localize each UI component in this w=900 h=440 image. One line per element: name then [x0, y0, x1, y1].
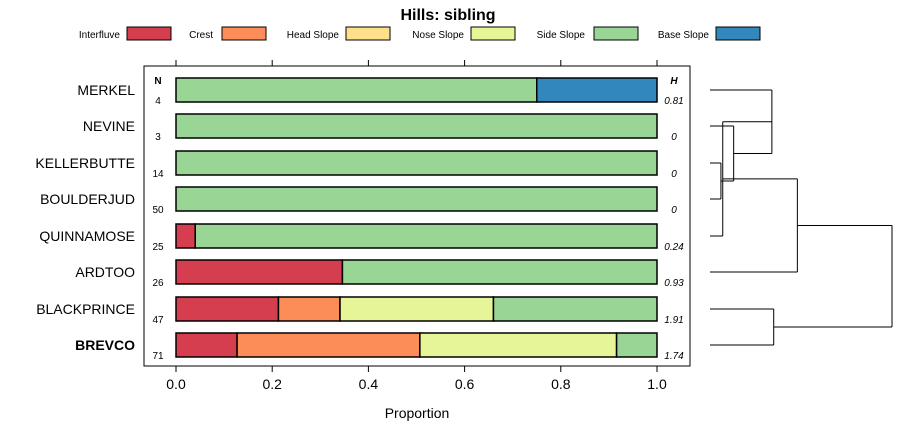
n-value-ardtoo: 26 [152, 278, 164, 289]
bar-segment-brevco-interfluve [175, 332, 238, 358]
n-value-quinnamose: 25 [152, 242, 164, 253]
x-tick-label: 0.2 [262, 376, 282, 392]
bar-segment-blackprince-nose-slope [339, 296, 495, 322]
bar-segment-nevine-side-slope [175, 113, 658, 139]
site-label-nevine: NEVINE [83, 118, 135, 134]
n-value-brevco: 71 [152, 351, 164, 362]
legend-label-crest: Crest [189, 30, 213, 41]
h-value-blackprince: 1.91 [664, 315, 683, 326]
bar-segment-merkel-base-slope [536, 77, 658, 103]
legend-label-nose-slope: Nose Slope [412, 30, 464, 41]
n-value-kellerbutte: 14 [152, 169, 164, 180]
n-value-merkel: 4 [155, 96, 161, 107]
site-label-quinnamose: QUINNAMOSE [39, 228, 135, 244]
x-tick-label: 0.6 [455, 376, 475, 392]
x-tick-label: 0.0 [166, 376, 186, 392]
site-label-brevco: BREVCO [75, 337, 135, 353]
bar-segment-brevco-crest [236, 332, 421, 358]
legend-label-interfluve: Interfluve [79, 30, 121, 41]
h-value-ardtoo: 0.93 [664, 278, 684, 289]
h-value-merkel: 0.81 [664, 96, 683, 107]
n-value-boulderjud: 50 [152, 205, 164, 216]
bar-segment-quinnamose-side-slope [194, 223, 658, 249]
bar-segment-blackprince-side-slope [492, 296, 658, 322]
bar-segment-brevco-nose-slope [419, 332, 618, 358]
n-value-blackprince: 47 [152, 315, 164, 326]
h-value-nevine: 0 [671, 132, 677, 143]
site-label-boulderjud: BOULDERJUD [40, 191, 135, 207]
h-value-quinnamose: 0.24 [664, 242, 684, 253]
bar-segment-kellerbutte-side-slope [175, 150, 658, 176]
legend-swatch-nose-slope [470, 26, 516, 41]
bar-segment-boulderjud-side-slope [175, 186, 658, 212]
legend-swatch-side-slope [593, 26, 639, 41]
legend: Interfluve Crest Head Slope Nose Slope Side … [79, 26, 761, 41]
x-axis-label: Proportion [385, 405, 450, 421]
bar-segment-blackprince-interfluve [175, 296, 280, 322]
bar-segment-ardtoo-interfluve [175, 259, 344, 285]
bar-segment-brevco-side-slope [615, 332, 658, 358]
legend-label-head-slope: Head Slope [287, 30, 340, 41]
site-label-merkel: MERKEL [77, 82, 135, 98]
legend-swatch-head-slope [345, 26, 391, 41]
legend-swatch-crest [221, 26, 267, 41]
h-column-header: H [670, 76, 678, 87]
bar-segment-blackprince-crest [277, 296, 341, 322]
h-value-boulderjud: 0 [671, 205, 677, 216]
bar-segment-ardtoo-side-slope [341, 259, 658, 285]
legend-label-side-slope: Side Slope [537, 30, 586, 41]
bar-segment-quinnamose-interfluve [175, 223, 196, 249]
h-value-brevco: 1.74 [664, 351, 684, 362]
n-column-header: N [154, 76, 161, 87]
legend-swatch-interfluve [126, 26, 172, 41]
x-tick-label: 0.8 [551, 376, 571, 392]
legend-label-base-slope: Base Slope [658, 30, 710, 41]
plot-panel: 0.0 0.2 0.4 0.6 0.8 1.0 N H MERKEL 4 0.81 NEVINE 3 0 K… [35, 60, 691, 392]
legend-swatch-base-slope [715, 26, 761, 41]
x-tick-label: 1.0 [647, 376, 667, 392]
panel-border [143, 65, 691, 367]
site-label-kellerbutte: KELLERBUTTE [35, 155, 135, 171]
site-label-ardtoo: ARDTOO [75, 264, 135, 280]
h-value-kellerbutte: 0 [671, 169, 677, 180]
dendrogram [710, 89, 893, 346]
site-label-blackprince: BLACKPRINCE [36, 301, 135, 317]
n-value-nevine: 3 [155, 132, 161, 143]
x-tick-label: 0.4 [359, 376, 379, 392]
bar-segment-merkel-side-slope [175, 77, 538, 103]
chart-title: Hills: sibling [400, 7, 495, 24]
